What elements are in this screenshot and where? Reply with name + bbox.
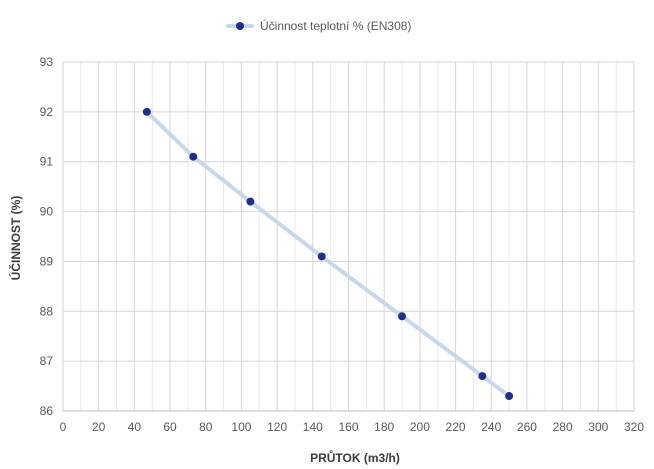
y-tick-label: 91 (40, 155, 54, 169)
y-tick-label: 93 (40, 55, 54, 69)
y-tick-label: 92 (40, 105, 54, 119)
legend-marker-swatch (236, 22, 244, 30)
x-tick-label: 160 (338, 420, 358, 434)
x-tick-label: 180 (374, 420, 394, 434)
x-tick-label: 200 (410, 420, 430, 434)
x-tick-label: 20 (92, 420, 106, 434)
x-tick-label: 240 (481, 420, 501, 434)
data-point (189, 152, 198, 161)
series-group (142, 107, 514, 401)
y-tick-label: 88 (40, 304, 54, 318)
data-point (142, 107, 151, 116)
x-tick-label: 280 (553, 420, 573, 434)
x-tick-label: 40 (128, 420, 142, 434)
y-axis-title: ÚČINNOST (%) (8, 196, 23, 281)
data-point (478, 372, 487, 381)
legend: Účinnost teplotní % (EN308) (226, 18, 411, 33)
y-tick-label: 90 (40, 205, 54, 219)
x-tick-label: 60 (163, 420, 177, 434)
x-axis-title: PRŮTOK (m3/h) (310, 449, 400, 465)
grid (62, 61, 635, 412)
data-point (398, 312, 407, 321)
x-tick-label: 120 (267, 420, 287, 434)
y-tick-label: 86 (40, 404, 54, 418)
x-tick-label: 100 (231, 420, 251, 434)
x-tick-label: 80 (199, 420, 213, 434)
data-point (246, 197, 255, 206)
x-tick-label: 140 (303, 420, 323, 434)
series-line (144, 109, 512, 399)
x-tick-label: 220 (446, 420, 466, 434)
x-tick-label: 0 (60, 420, 67, 434)
data-point (505, 392, 514, 401)
x-tick-label: 260 (517, 420, 537, 434)
x-tick-label: 320 (624, 420, 644, 434)
x-tick-label: 300 (588, 420, 608, 434)
y-tick-label: 89 (40, 254, 54, 268)
data-point (317, 252, 326, 261)
x-tick-labels: 0 20 40 60 80 100 120 140 160 180 200 220 240 260 280 3… (60, 420, 645, 434)
y-tick-labels: 86 87 88 89 90 91 92 93 (40, 55, 54, 418)
y-tick-label: 87 (40, 354, 54, 368)
legend-label: Účinnost teplotní % (EN308) (260, 18, 411, 33)
